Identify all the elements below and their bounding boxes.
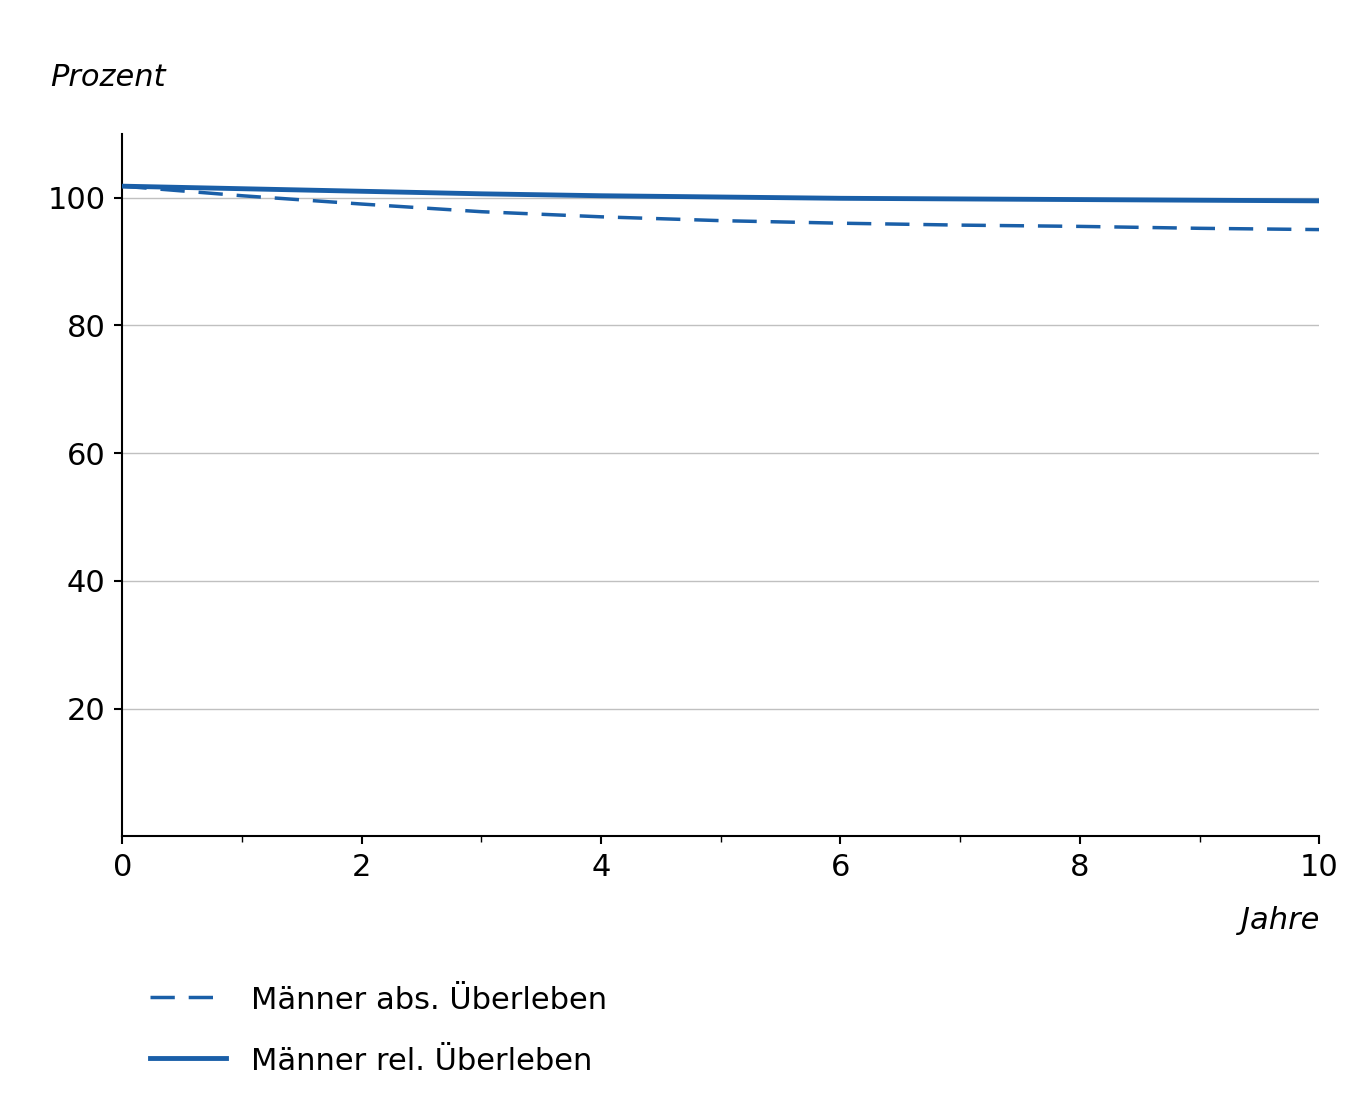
Legend: Männer abs. Überleben, Männer rel. Überleben: Männer abs. Überleben, Männer rel. Überl… <box>137 972 619 1088</box>
Text: Prozent: Prozent <box>50 62 166 91</box>
Text: Jahre: Jahre <box>1240 906 1319 935</box>
